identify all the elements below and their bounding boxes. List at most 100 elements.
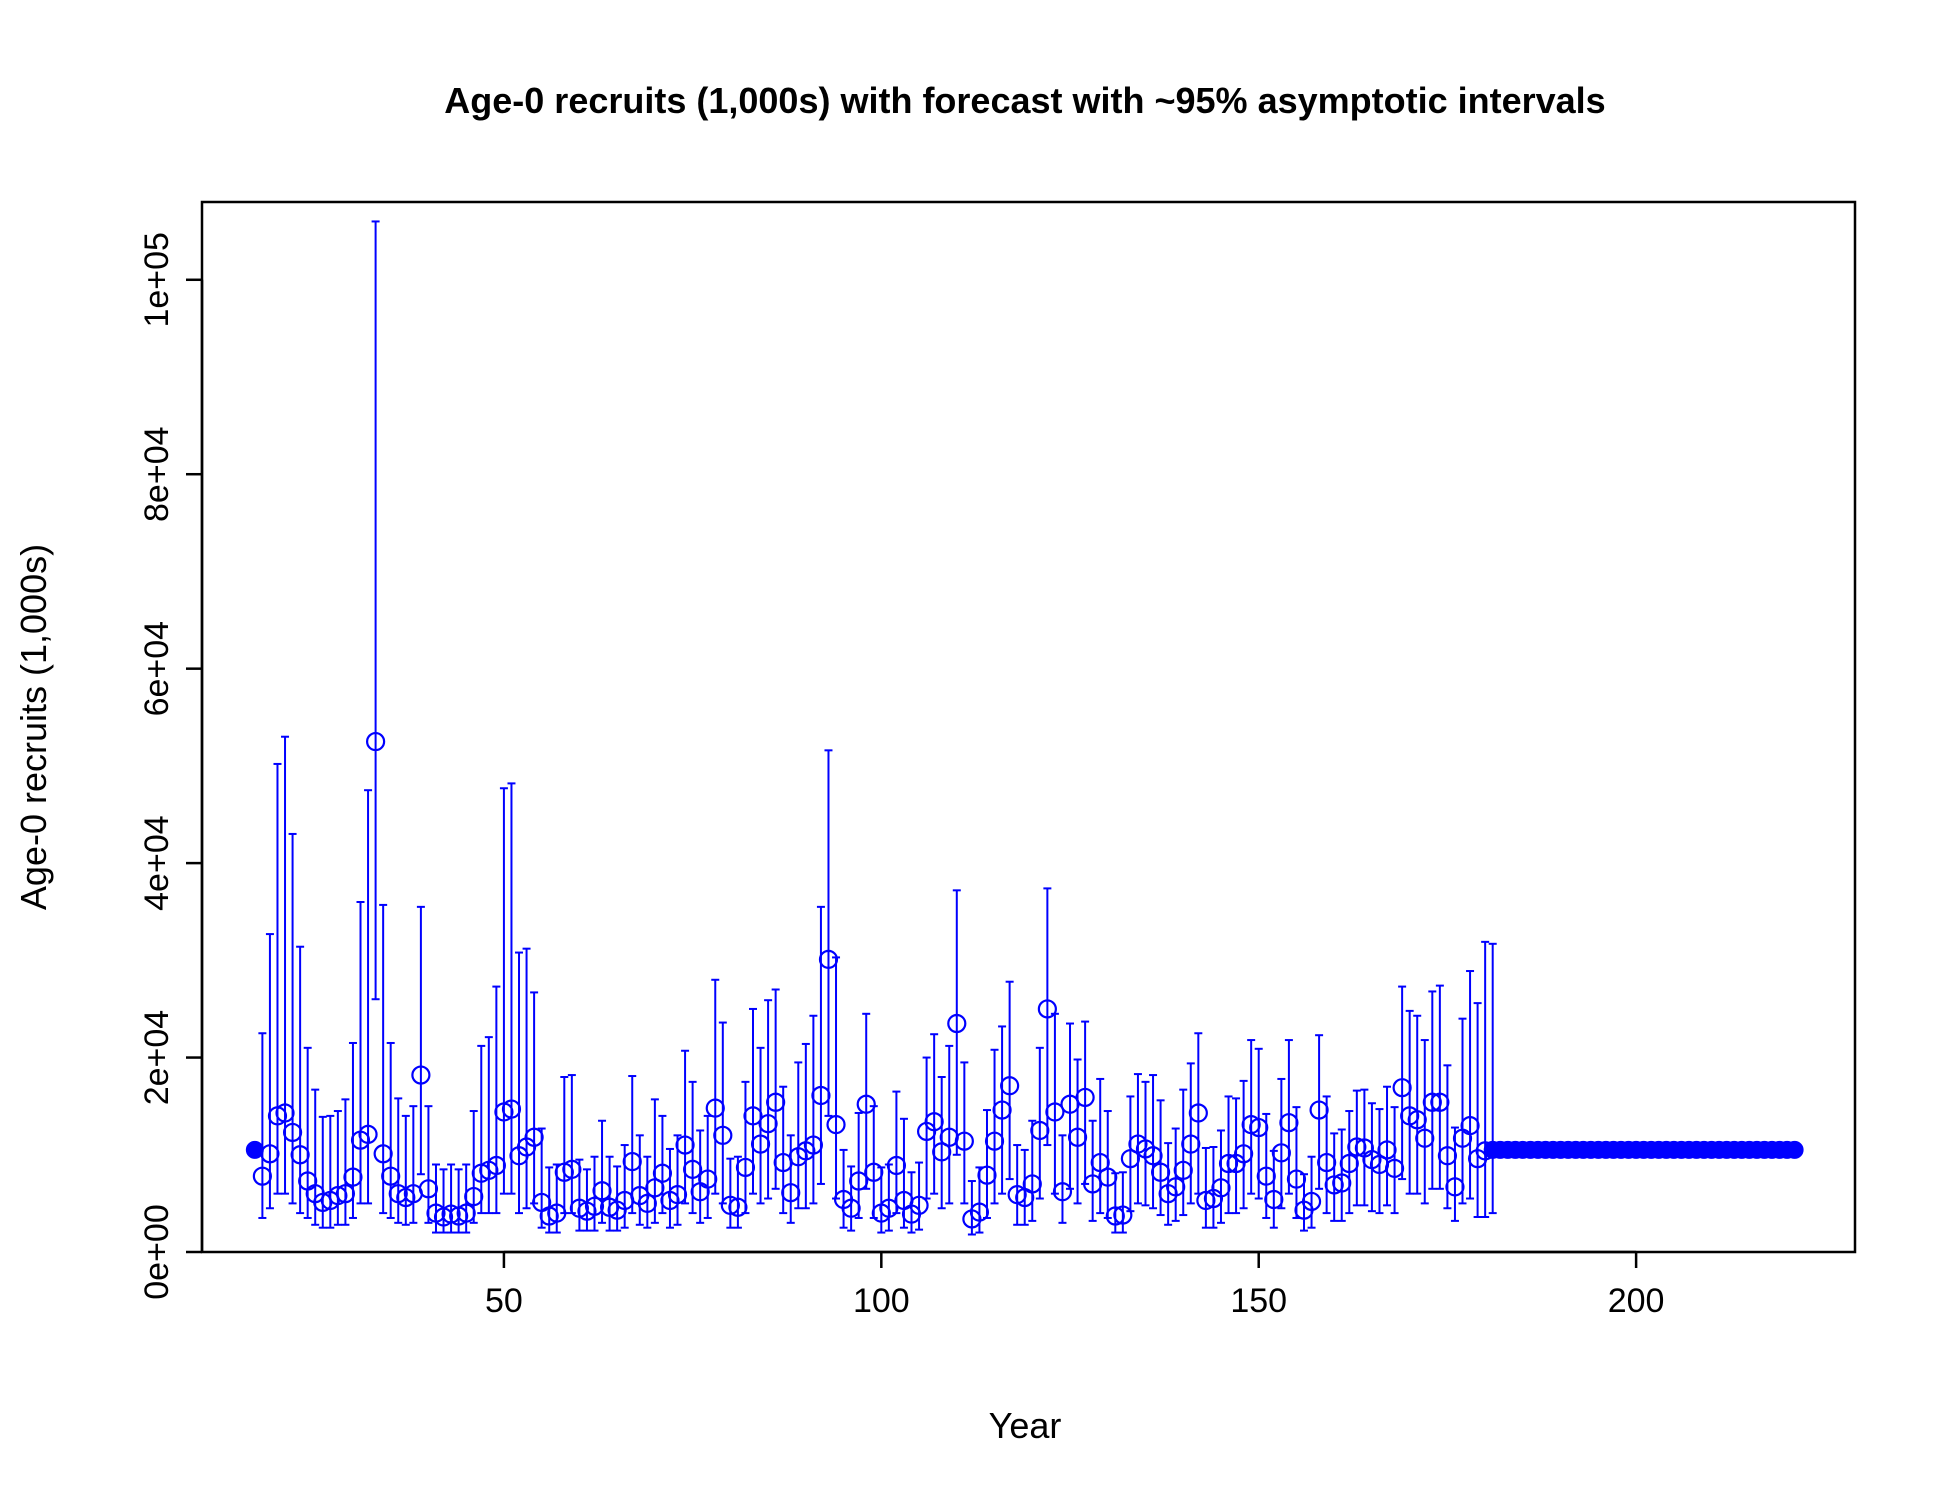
y-tick-label: 2e+04 [138, 1010, 176, 1106]
estimate-point [1211, 1178, 1231, 1198]
y-tick-label: 0e+00 [138, 1204, 176, 1300]
estimate-point [1105, 1206, 1125, 1226]
estimate-point [698, 1169, 718, 1189]
estimate-point [501, 1099, 522, 1119]
estimate-point [720, 1195, 740, 1215]
estimate-point [1173, 1160, 1193, 1180]
estimate-point [1384, 1158, 1405, 1178]
estimate-point [992, 1100, 1012, 1120]
estimate-point [282, 1122, 303, 1143]
estimate-point [1407, 1110, 1427, 1130]
estimate-point [1460, 1116, 1480, 1136]
estimate-point [645, 1178, 665, 1198]
estimate-point [373, 1144, 393, 1164]
estimate-point [728, 1197, 748, 1217]
virgin-point [245, 1140, 264, 1159]
x-axis-label: Year [989, 1405, 1062, 1446]
estimate-point [1332, 1173, 1352, 1193]
estimate-point [1279, 1113, 1299, 1133]
estimate-point [290, 1145, 310, 1165]
estimate-point [826, 1115, 846, 1135]
estimate-point [1339, 1153, 1359, 1174]
estimate-point [1098, 1167, 1118, 1187]
y-axis-label: Age-0 recruits (1,000s) [13, 544, 54, 910]
estimate-point [977, 1165, 997, 1185]
estimate-point [849, 1171, 869, 1191]
estimate-point [1264, 1189, 1284, 1210]
estimate-point [1218, 1153, 1239, 1174]
estimate-point [864, 1162, 884, 1182]
estimate-point [1286, 1169, 1307, 1189]
chart-title: Age-0 recruits (1,000s) with forecast wi… [444, 80, 1605, 121]
estimate-point [818, 949, 839, 969]
estimate-point [841, 1198, 861, 1218]
estimate-point [1067, 1127, 1088, 1147]
estimate-point [932, 1142, 952, 1162]
estimate-point [1256, 1166, 1276, 1186]
estimate-point [1075, 1087, 1095, 1108]
estimate-point [1234, 1144, 1254, 1164]
estimate-point [335, 1184, 356, 1204]
estimate-point [1030, 1120, 1050, 1141]
estimate-point [1377, 1140, 1397, 1160]
recruits-series [245, 220, 1804, 1236]
estimate-point [411, 1065, 431, 1085]
estimate-point [735, 1157, 756, 1178]
estimate-point [1309, 1100, 1329, 1120]
estimate-point [1188, 1103, 1208, 1123]
estimate-point [954, 1131, 974, 1151]
estimate-point [441, 1204, 461, 1224]
estimate-point [1000, 1076, 1020, 1096]
estimate-point [1347, 1137, 1367, 1157]
estimate-point [856, 1094, 876, 1114]
estimate-point [1301, 1191, 1322, 1212]
forecast-point [1785, 1140, 1804, 1159]
estimate-point [456, 1203, 476, 1223]
y-axis: 0e+00 2e+04 4e+04 6e+04 8e+04 1e+05 [138, 232, 204, 1300]
estimate-point [713, 1125, 733, 1145]
estimate-point [1415, 1128, 1435, 1148]
estimate-point [1317, 1152, 1337, 1173]
estimate-point [1430, 1092, 1450, 1112]
estimate-point [667, 1185, 688, 1205]
x-tick-label: 100 [853, 1282, 910, 1320]
estimate-point [1150, 1162, 1171, 1182]
estimate-point [328, 1186, 348, 1206]
estimate-point [464, 1186, 484, 1207]
estimate-point [879, 1198, 899, 1218]
estimate-point [584, 1196, 605, 1216]
y-tick-label: 8e+04 [138, 426, 176, 522]
estimate-point [592, 1181, 612, 1201]
estimate-point [1022, 1174, 1042, 1194]
estimate-point [758, 1114, 778, 1134]
estimate-point [803, 1135, 823, 1155]
estimate-point [1090, 1152, 1110, 1173]
estimate-point [984, 1131, 1005, 1151]
estimate-point [1196, 1190, 1216, 1211]
estimate-point [1422, 1092, 1442, 1112]
estimate-point [947, 1013, 967, 1034]
estimate-point [811, 1085, 831, 1106]
estimate-point [1392, 1078, 1412, 1098]
y-tick-label: 1e+05 [138, 232, 176, 328]
estimate-point [252, 1166, 272, 1186]
estimate-point [781, 1183, 801, 1203]
estimate-point [675, 1135, 695, 1155]
estimate-point [562, 1159, 582, 1179]
estimate-point [766, 1092, 786, 1112]
estimate-point [637, 1193, 657, 1213]
x-tick-label: 200 [1608, 1282, 1665, 1320]
x-axis: 50 100 150 200 [485, 1250, 1665, 1320]
estimate-point [381, 1166, 401, 1186]
estimate-point [547, 1203, 567, 1223]
x-tick-label: 150 [1230, 1282, 1287, 1320]
estimate-point [1437, 1146, 1458, 1166]
y-tick-label: 6e+04 [138, 621, 176, 717]
estimate-point [1037, 999, 1057, 1019]
estimate-point [622, 1151, 642, 1172]
estimate-point [1113, 1205, 1133, 1225]
estimate-point [524, 1127, 544, 1147]
estimate-point [909, 1195, 929, 1215]
estimate-point [418, 1179, 439, 1199]
